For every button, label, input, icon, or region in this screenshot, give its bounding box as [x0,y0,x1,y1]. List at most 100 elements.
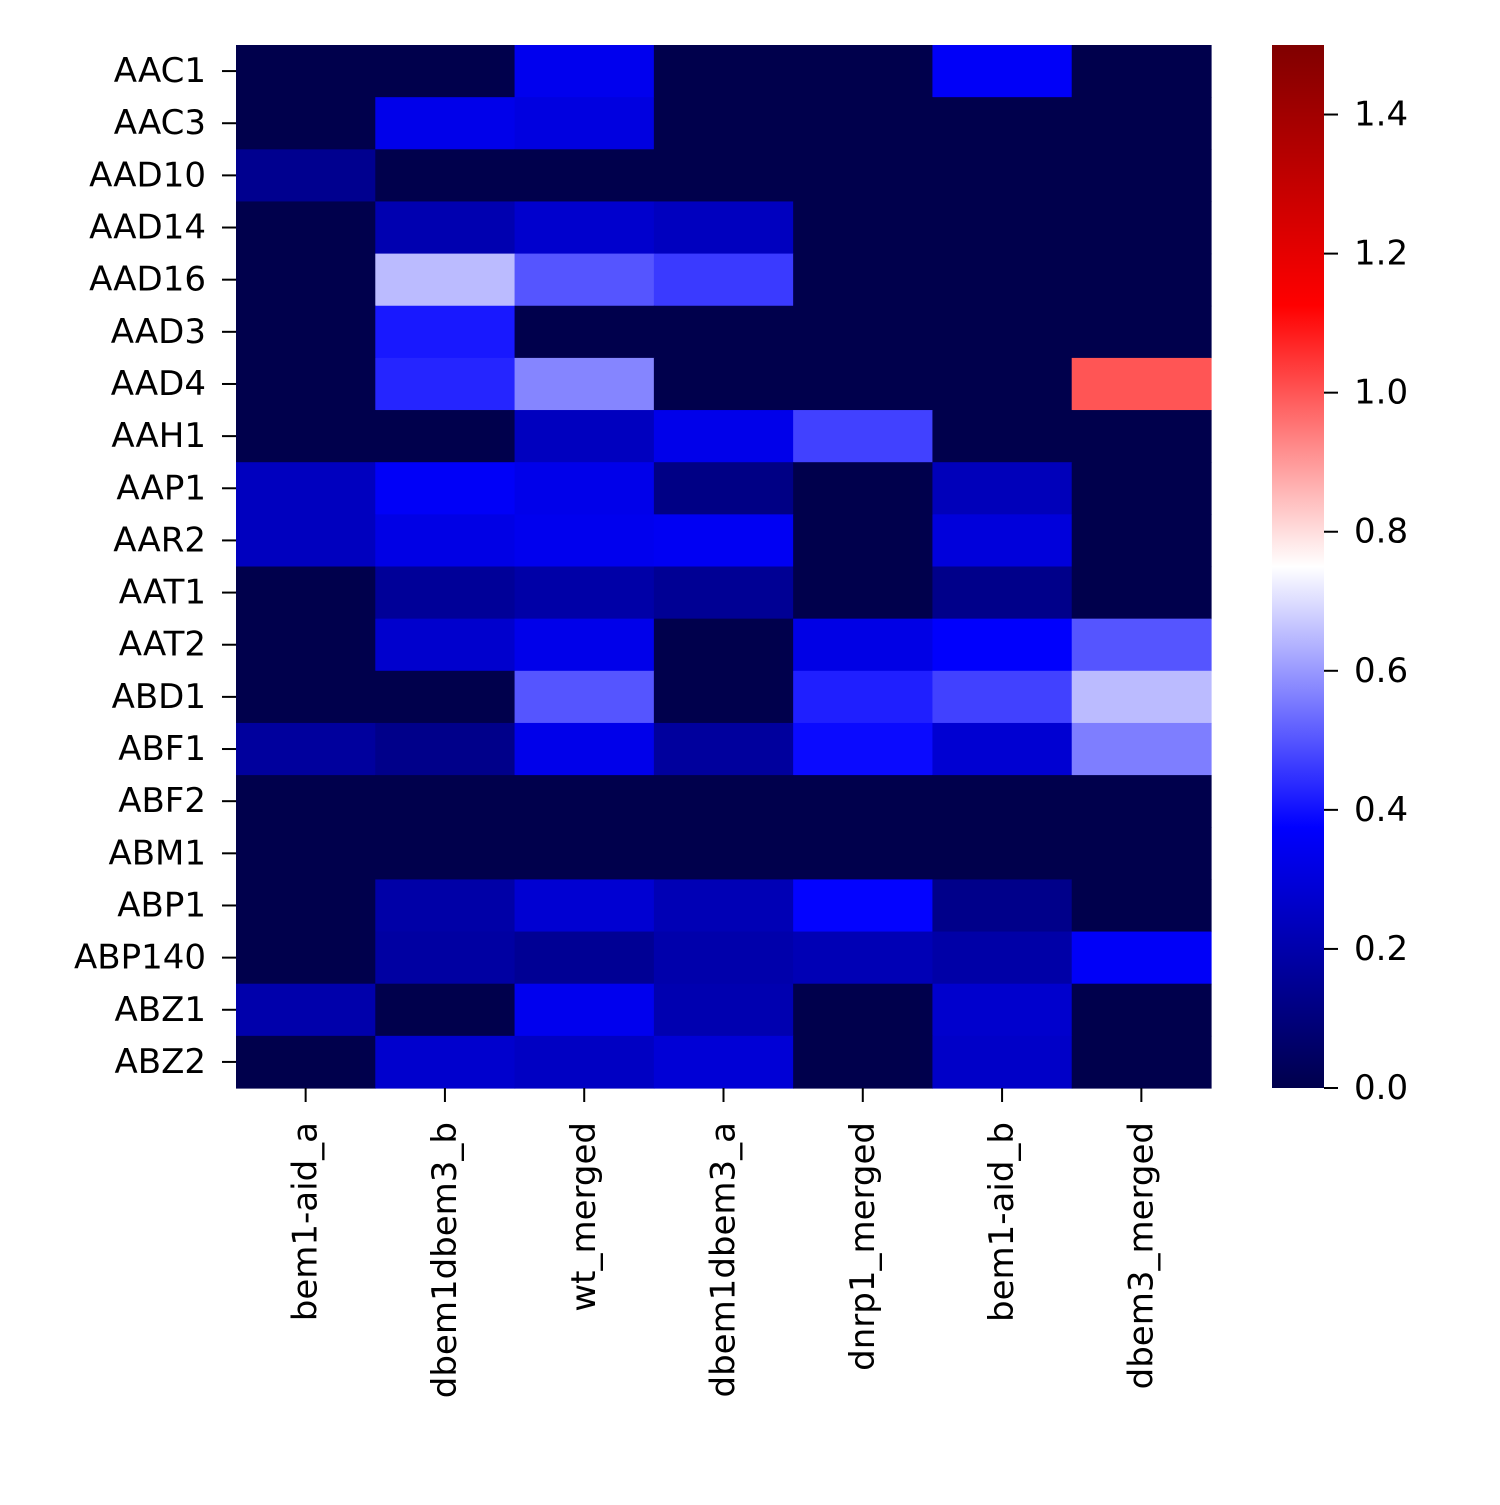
colorbar-tick-label: 0.0 [1354,1068,1408,1108]
heatmap-cell [514,775,655,828]
heatmap-cell [932,305,1073,359]
heatmap-cell [932,45,1073,98]
row-label: ABF2 [118,781,206,821]
heatmap-cell [653,201,794,255]
heatmap-cell [375,462,516,515]
heatmap-cell [236,775,376,828]
heatmap-cell [375,514,516,568]
colorbar-tick-label: 0.2 [1354,929,1408,969]
heatmap-cell [1071,201,1212,255]
row-label: AAT1 [119,573,206,613]
heatmap-cell [236,253,376,307]
heatmap-cell [1071,618,1212,672]
heatmap-cell [236,931,376,985]
heatmap-cell [793,566,934,620]
heatmap-cell [514,410,655,463]
heatmap-cell [514,618,655,672]
heatmap-cell [793,462,934,515]
heatmap-cell [1071,670,1212,724]
heatmap-cell [375,201,516,255]
heatmap-cell [653,670,794,724]
heatmap-cell [514,827,655,880]
heatmap-cell [653,618,794,672]
heatmap-cell [653,1035,794,1089]
column-label: dbem1dbem3_a [704,1122,744,1398]
heatmap-cell [793,149,934,203]
heatmap-cell [793,357,934,411]
heatmap-cell [514,45,655,98]
heatmap-cell [932,618,1073,672]
row-label: ABZ2 [114,1042,206,1082]
heatmap-cell [653,97,794,150]
heatmap-cell [1071,827,1212,880]
heatmap-cell [793,775,934,828]
heatmap-cell [653,149,794,203]
heatmap-cell [653,775,794,828]
column-label: dbem1dbem3_b [425,1122,465,1398]
heatmap-cell [514,983,655,1037]
heatmap-cell [236,514,376,568]
heatmap-cell [653,827,794,880]
heatmap-cell [514,566,655,620]
heatmap-cell [793,201,934,255]
heatmap-cell [793,879,934,933]
heatmap-cell [514,201,655,255]
row-label: AAT2 [119,625,206,665]
heatmap-cell [653,983,794,1037]
heatmap-cell [236,879,376,933]
heatmap-cell [653,357,794,411]
heatmap-cell [1071,1035,1212,1089]
heatmap-cell [1071,566,1212,620]
heatmap-cell [236,566,376,620]
heatmap-cell [793,722,934,776]
heatmap-cell [1071,775,1212,828]
heatmap-cell [1071,983,1212,1037]
heatmap-cell [932,775,1073,828]
heatmap-cell [236,618,376,672]
heatmap-cell [236,45,376,98]
heatmap-cell [932,97,1073,150]
heatmap-cell [514,1035,655,1089]
row-label: AAD14 [89,208,206,248]
heatmap-cell [375,879,516,933]
row-label: ABP140 [74,938,206,978]
heatmap-cell [1071,722,1212,776]
heatmap-cell [514,670,655,724]
row-label: AAR2 [113,520,206,560]
heatmap-cell [375,410,516,463]
heatmap-cell [932,1035,1073,1089]
heatmap-cell [653,410,794,463]
colorbar-tick-label: 1.0 [1354,373,1408,413]
heatmap-cell [375,45,516,98]
heatmap-cell [236,149,376,203]
colorbar-ticks: 0.0 0.2 0.4 0.6 0.8 1.0 1.2 1.4 [1324,95,1408,1108]
heatmap-cell [514,149,655,203]
row-labels: AAC1 AAC3 AAD10 AAD14 AAD16 AAD3 AAD4 AAH1 AAP1 A… [74,51,236,1082]
heatmap-cell [793,618,934,672]
heatmap-cell [236,462,376,515]
row-label: AAP1 [116,468,206,508]
heatmap-cell [375,1035,516,1089]
heatmap-cell [236,1035,376,1089]
heatmap-cell [236,201,376,255]
heatmap-cell [514,305,655,359]
row-label: AAD4 [111,364,206,404]
heatmap-cell [514,97,655,150]
heatmap-cell [793,514,934,568]
row-label: AAD16 [89,260,206,300]
row-label: ABZ1 [114,990,206,1030]
heatmap-cell [1071,514,1212,568]
heatmap-cell [793,670,934,724]
heatmap-cell [514,722,655,776]
row-label: AAD3 [111,312,206,352]
heatmap-cell [514,253,655,307]
heatmap-cell [236,827,376,880]
colorbar-tick-label: 1.2 [1354,234,1408,274]
heatmap-cell [932,514,1073,568]
heatmap-cell [932,827,1073,880]
heatmap-cell [932,201,1073,255]
heatmap-cell [375,97,516,150]
heatmap-cell [932,253,1073,307]
heatmap-cell [375,931,516,985]
